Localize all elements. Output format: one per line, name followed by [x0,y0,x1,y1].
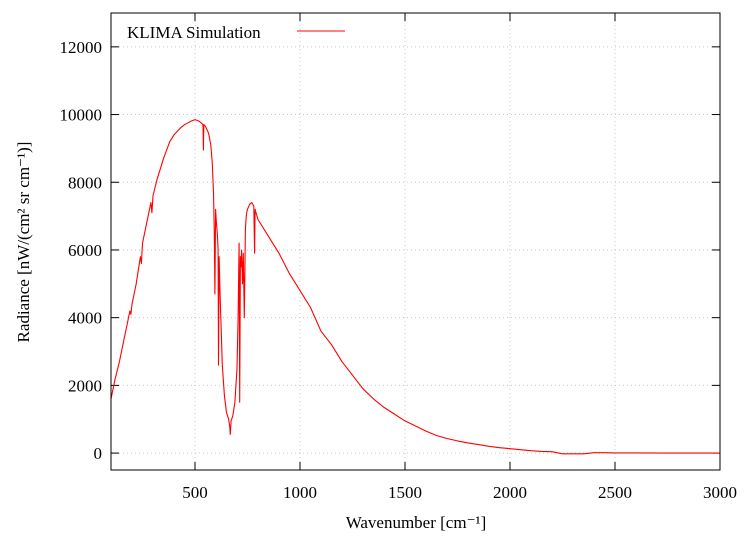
x-tick-label: 2500 [598,483,632,502]
x-tick-label: 3000 [703,483,737,502]
legend-label: KLIMA Simulation [127,23,261,42]
y-tick-label: 0 [94,444,103,463]
y-tick-label: 10000 [60,106,103,125]
legend: KLIMA Simulation [127,23,345,42]
x-tick-label: 2000 [493,483,527,502]
y-axis-label: Radiance [nW/(cm² sr cm⁻¹)] [14,142,33,343]
x-tick-label: 1500 [388,483,422,502]
x-axis-label: Wavenumber [cm⁻¹] [346,513,487,532]
y-tick-label: 6000 [68,241,102,260]
y-tick-label: 12000 [60,38,103,57]
y-tick-label: 4000 [68,309,102,328]
grid [111,13,720,470]
y-tick-label: 2000 [68,376,102,395]
series-line-klima-simulation [110,119,720,455]
plot-frame [110,12,721,471]
y-tick-label: 8000 [68,173,102,192]
ticks: 500 1000 1500 2000 2500 3000 0 2000 4000 6000 8000… [60,13,737,502]
x-tick-label: 1000 [283,483,317,502]
x-tick-label: 500 [182,483,208,502]
